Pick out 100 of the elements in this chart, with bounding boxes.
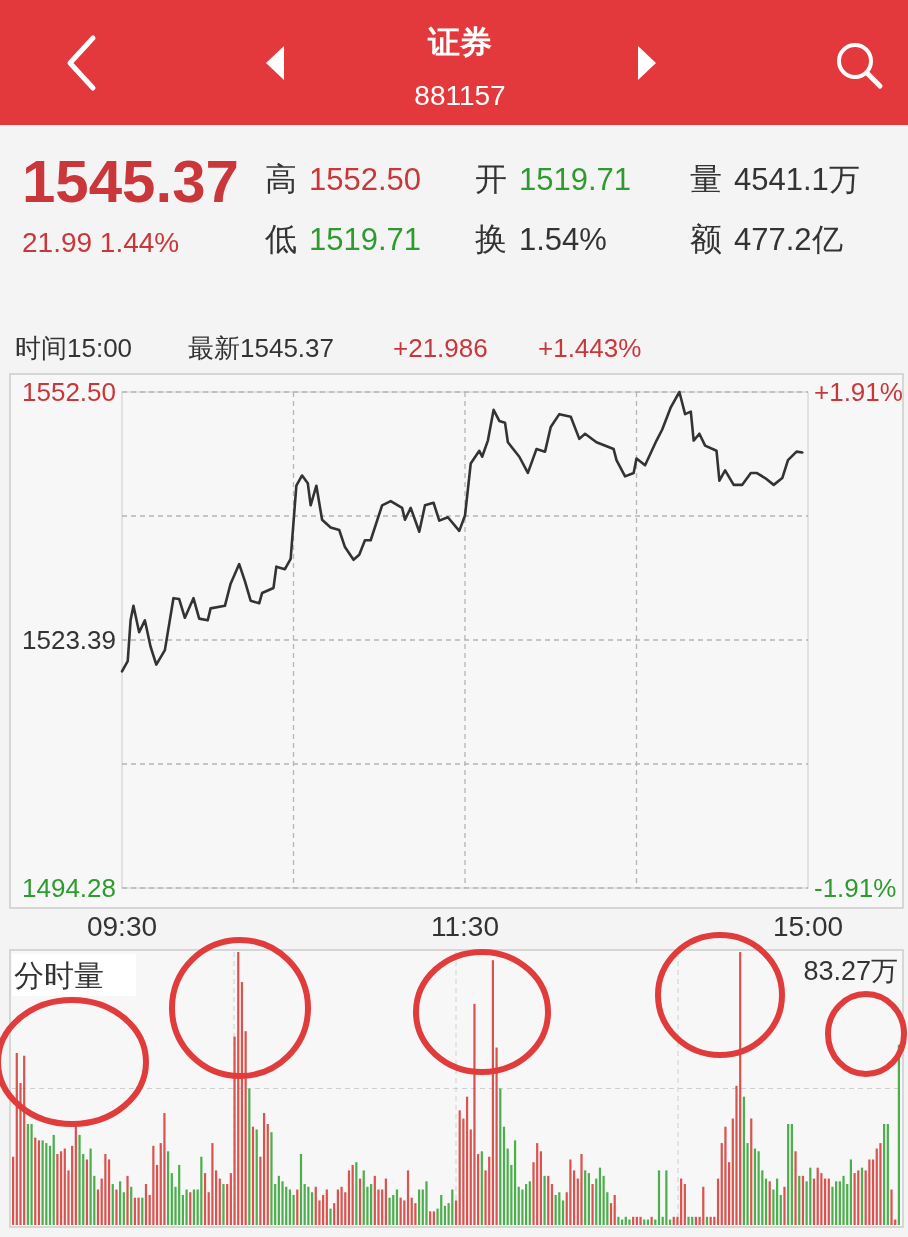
y2-tick-label: -1.91%	[814, 873, 897, 903]
bar	[816, 1167, 819, 1225]
bar	[860, 1167, 864, 1225]
chart-title: 时间15:00	[15, 333, 133, 363]
bar	[753, 1148, 757, 1225]
bar	[310, 1192, 314, 1225]
bar	[639, 1216, 642, 1225]
bar	[144, 1184, 148, 1225]
bar	[178, 1164, 181, 1225]
bar	[853, 1173, 856, 1225]
x-tick-label: 09:30	[86, 911, 158, 942]
bar	[580, 1154, 583, 1225]
bar	[883, 1123, 886, 1225]
bar	[598, 1167, 602, 1225]
bar	[248, 1088, 251, 1225]
bar	[299, 1154, 303, 1225]
bar	[440, 1194, 443, 1225]
bar	[200, 1156, 203, 1225]
bar	[322, 1194, 325, 1225]
bar	[410, 1197, 413, 1225]
bar	[871, 1159, 875, 1225]
bar	[458, 1110, 461, 1225]
bar	[554, 1194, 557, 1225]
bar	[454, 1200, 458, 1225]
bar	[406, 1170, 410, 1225]
bar	[687, 1216, 690, 1225]
text: 证券	[427, 24, 492, 60]
y-tick-label: 1552.50	[22, 377, 116, 407]
bar	[399, 1197, 402, 1225]
chart-title: 分时量	[14, 959, 104, 992]
bar	[292, 1194, 295, 1225]
bar	[63, 1148, 66, 1225]
bar	[347, 1170, 351, 1225]
bar	[657, 1170, 661, 1225]
line-series	[120, 390, 804, 673]
bar	[561, 1200, 565, 1225]
text: 21.99 1.44%	[22, 227, 180, 258]
bar	[513, 1140, 517, 1225]
bar	[78, 1134, 81, 1225]
bar	[59, 1151, 63, 1225]
bar	[525, 1184, 528, 1225]
bar	[262, 1113, 266, 1225]
bar	[26, 1123, 29, 1225]
text: 额 477.2亿	[690, 221, 843, 257]
text: +21.986	[393, 333, 488, 363]
bar	[133, 1197, 137, 1225]
bar	[757, 1151, 760, 1225]
bar	[104, 1154, 107, 1225]
bar	[45, 1143, 48, 1225]
bar	[835, 1181, 838, 1225]
bar	[203, 1173, 207, 1225]
bar	[255, 1129, 258, 1225]
bar	[155, 1164, 159, 1225]
bar	[879, 1143, 882, 1225]
bar	[226, 1184, 229, 1225]
bar	[465, 1096, 469, 1225]
bar	[48, 1145, 52, 1225]
bar	[790, 1123, 793, 1225]
bar	[85, 1159, 89, 1225]
bar	[137, 1197, 140, 1225]
bar	[251, 1126, 255, 1225]
text: 1545.37	[22, 148, 239, 215]
bar	[122, 1192, 125, 1225]
bar	[373, 1175, 376, 1225]
bar	[259, 1156, 262, 1225]
text: +1.443%	[538, 333, 642, 363]
bar	[473, 1003, 476, 1225]
bar	[37, 1140, 41, 1225]
text: 换 1.54%	[475, 221, 607, 257]
bar	[842, 1175, 845, 1225]
bar	[333, 1203, 336, 1225]
bar	[794, 1151, 797, 1225]
bar	[170, 1173, 173, 1225]
bar	[683, 1184, 686, 1225]
bar	[750, 1118, 753, 1225]
y2-tick-label: +1.91%	[814, 377, 903, 407]
bar	[665, 1170, 668, 1225]
bar	[547, 1175, 550, 1225]
bar	[163, 1113, 166, 1225]
y-tick-label: 1494.28	[22, 873, 116, 903]
text: 最新1545.37	[188, 333, 334, 363]
bar	[890, 1189, 893, 1225]
bar	[266, 1123, 269, 1225]
bar	[543, 1175, 546, 1225]
bar	[617, 1216, 620, 1225]
bar	[111, 1184, 114, 1225]
bar	[768, 1181, 771, 1225]
text: 开 1519.71	[475, 161, 632, 197]
bar	[783, 1186, 786, 1225]
bar	[403, 1200, 406, 1225]
bar	[222, 1184, 225, 1225]
bar	[30, 1123, 33, 1225]
bar	[432, 1211, 435, 1225]
bar	[167, 1151, 170, 1225]
text: 881157	[414, 80, 506, 111]
bar	[429, 1211, 432, 1225]
bar	[89, 1148, 92, 1225]
bar	[609, 1203, 613, 1225]
bar	[591, 1184, 594, 1225]
bar	[787, 1123, 790, 1225]
